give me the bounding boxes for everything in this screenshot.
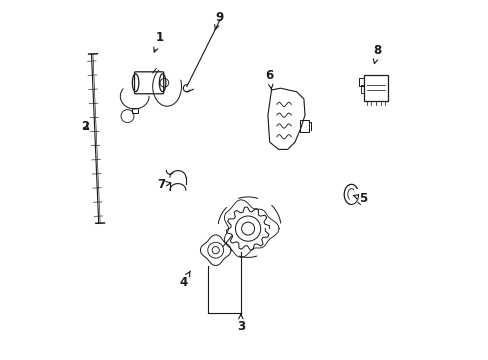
Bar xyxy=(300,120,309,132)
Text: 6: 6 xyxy=(265,69,273,89)
Bar xyxy=(132,108,137,112)
Text: 3: 3 xyxy=(236,314,244,333)
Text: 4: 4 xyxy=(179,271,190,289)
Text: 2: 2 xyxy=(81,120,89,132)
Bar xyxy=(358,78,364,86)
Text: 9: 9 xyxy=(214,11,223,30)
Text: 1: 1 xyxy=(153,31,163,52)
Bar xyxy=(364,75,387,101)
Text: 8: 8 xyxy=(372,44,381,64)
Text: 5: 5 xyxy=(353,192,366,205)
Bar xyxy=(361,85,364,93)
Text: 7: 7 xyxy=(157,178,170,191)
